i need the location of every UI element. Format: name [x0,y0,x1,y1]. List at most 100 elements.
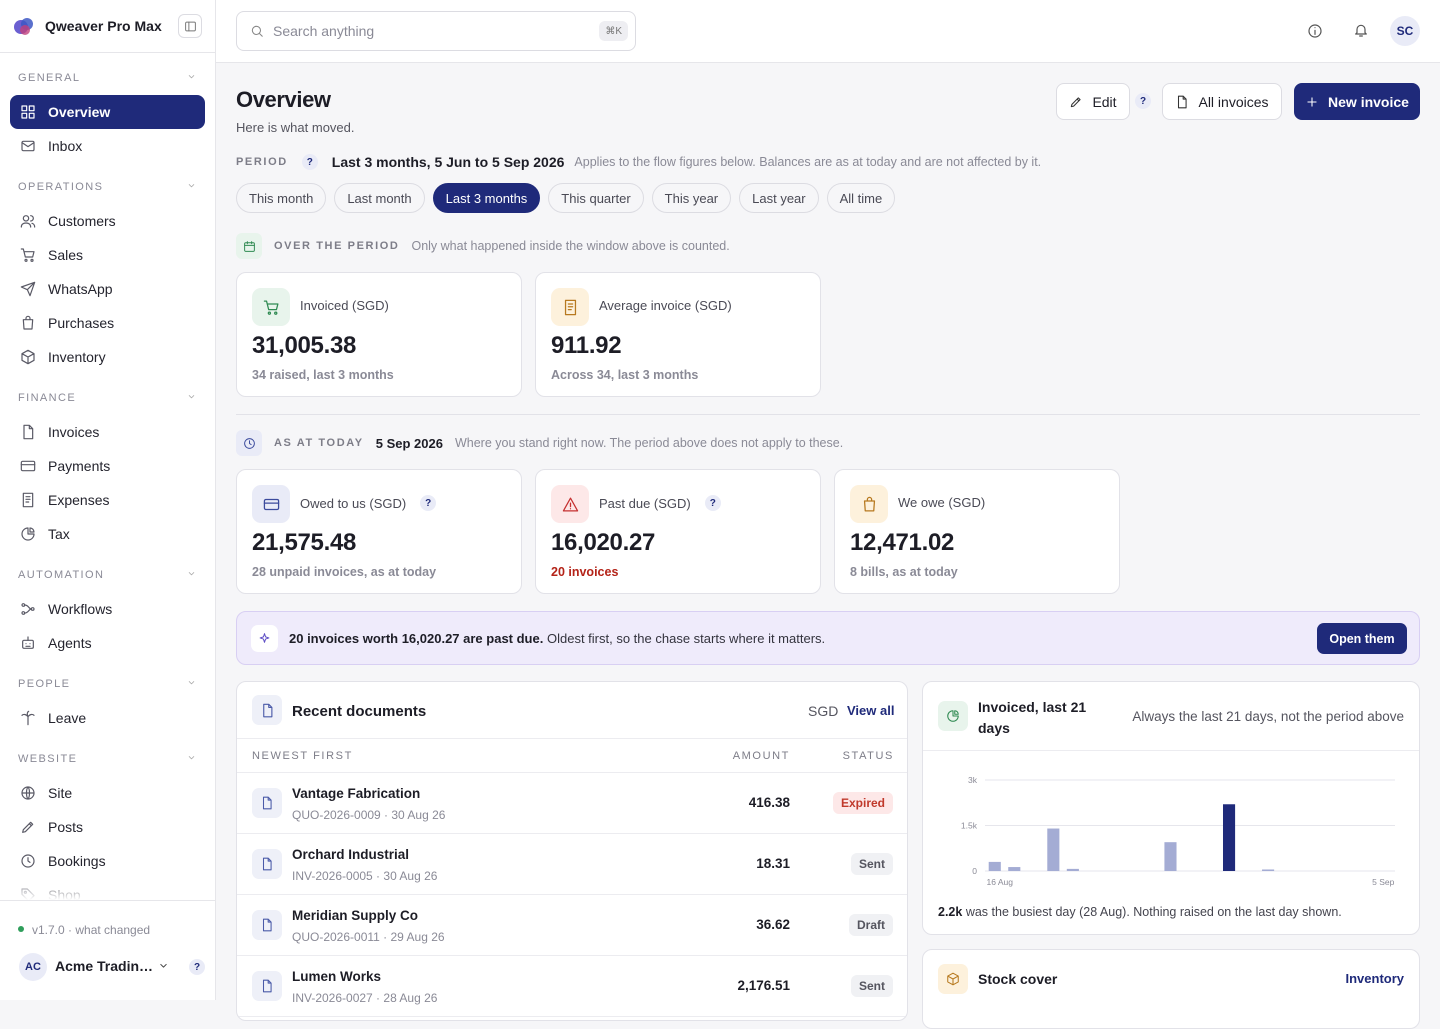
nav-section-toggle[interactable] [186,677,197,691]
nav-item[interactable]: Inbox [10,129,205,163]
period-note: Applies to the flow figures below. Balan… [574,155,1042,169]
document-amount: 36.62 [756,917,790,932]
icon [188,756,195,760]
chart: 0 1.5k 3k 16 Aug 5 Sep [961,775,1395,887]
edit-help[interactable]: ? [1135,93,1151,109]
kpi-help[interactable]: ? [420,495,437,511]
notifications-button[interactable] [1353,22,1369,43]
kpi-icon [551,288,589,326]
view-all-link[interactable]: View all [847,703,895,718]
alert-bold: 20 invoices worth 16,020.27 are past due… [289,631,544,646]
nav-item[interactable]: Invoices [10,415,205,449]
nav-item[interactable]: Agents [10,626,205,660]
icon [188,395,195,399]
document-row[interactable]: Lumen Works INV-2026-0027 · 28 Aug 26 2,17… [237,956,907,1017]
period-chip[interactable]: Last month [334,183,425,213]
open-them-button[interactable]: Open them [1317,623,1407,654]
icon [21,349,35,365]
inventory-link[interactable]: Inventory [1345,971,1404,986]
period-chip[interactable]: Last year [739,183,819,213]
nav-label: Expenses [48,492,110,508]
document-meta: INV-2026-0027 · 28 Aug 26 [292,991,438,1005]
icon [262,703,272,717]
search-box[interactable]: Search anything ⌘K [236,11,636,51]
document-row[interactable]: Vantage Fabrication QUO-2026-0009 · 30 Au… [237,773,907,834]
nav-item[interactable]: Payments [10,449,205,483]
icon [188,75,195,79]
nav-item[interactable]: WhatsApp [10,272,205,306]
document-row[interactable]: Orchard Industrial INV-2026-0005 · 30 Aug… [237,834,907,895]
footnote-bold: 2.2k [938,905,963,919]
info-button[interactable] [1307,23,1323,44]
period-chip[interactable]: All time [826,183,896,213]
version-link[interactable]: v1.7.0 · what changed [32,923,151,937]
bar [988,861,1001,871]
nav-item[interactable]: Purchases [10,306,205,340]
icon [263,498,279,510]
nav-section: PEOPLE [18,673,197,695]
nav-item[interactable]: Bookings [10,844,205,878]
column-header: STATUS [842,750,894,762]
nav-item[interactable]: Leave [10,701,205,735]
bar [1222,804,1236,871]
period-chip[interactable]: This year [651,183,732,213]
kpi-value: 31,005.38 [252,332,357,359]
section-label: OVER THE PERIOD [274,240,400,252]
icon [188,681,195,685]
account-name[interactable]: Acme Tradin… [55,958,154,974]
nav-section-toggle[interactable] [186,752,197,766]
kpi-note: 28 unpaid invoices, as at today [252,565,437,579]
edit-button[interactable]: Edit [1056,83,1130,120]
period-chip[interactable]: Last 3 months [432,183,541,213]
all-invoices-button[interactable]: All invoices [1162,83,1282,120]
nav-section-title: OPERATIONS [18,181,104,193]
logo-mark [14,18,33,35]
nav-item[interactable]: Shop [10,878,205,900]
icon [243,437,255,449]
nav-item[interactable]: Site [10,776,205,810]
section-note: Only what happened inside the window abo… [411,239,730,253]
user-avatar[interactable]: SC [1390,16,1420,46]
recent-documents-panel: Recent documents SGD View all NEWEST FIRST A… [236,681,908,1021]
sidebar: Qweaver Pro Max GENERAL Overview Inbox OPERA… [0,0,216,1000]
period-chip[interactable]: This month [236,183,327,213]
icon [20,281,36,297]
nav-item[interactable]: Inventory [10,340,205,374]
section-icon [236,233,262,259]
status-dot [18,926,24,932]
nav-item[interactable]: Expenses [10,483,205,517]
icon [259,633,270,643]
document-row[interactable]: Meridian Supply Co QUO-2026-0011 · 29 Aug… [237,895,907,956]
nav-item[interactable]: Posts [10,810,205,844]
nav-section-toggle[interactable] [186,391,197,405]
icon [21,603,35,615]
nav-item[interactable]: Tax [10,517,205,551]
kpi-help[interactable]: ? [704,495,721,511]
nav-section-toggle[interactable] [186,568,197,582]
nav-section-toggle[interactable] [186,71,197,85]
stock-cover-panel: Stock cover Inventory [922,949,1420,1029]
nav-item[interactable]: Workflows [10,592,205,626]
icon [243,240,255,252]
account-help[interactable]: ? [189,959,205,975]
document-icon [252,971,282,1001]
period-chip[interactable]: This quarter [548,183,644,213]
alert-icon [251,625,278,652]
nav-item[interactable]: Overview [10,95,205,129]
period-help[interactable]: ? [301,154,318,170]
document-name: Orchard Industrial [292,847,410,862]
nav-item[interactable]: Sales [10,238,205,272]
icon [262,979,272,993]
panel-icon [938,964,968,994]
collapse-button[interactable] [178,14,202,38]
nav-item[interactable]: Customers [10,204,205,238]
kpi-icon [252,288,290,326]
new-invoice-button[interactable]: New invoice [1294,83,1420,120]
divider [236,414,1420,415]
document-icon [252,849,282,879]
nav-section: OPERATIONS [18,176,197,198]
nav-icon [20,424,36,440]
past-due-alert: 20 invoices worth 16,020.27 are past due… [236,611,1420,665]
nav-section-toggle[interactable] [186,180,197,194]
document-meta: INV-2026-0005 · 30 Aug 26 [292,869,438,883]
